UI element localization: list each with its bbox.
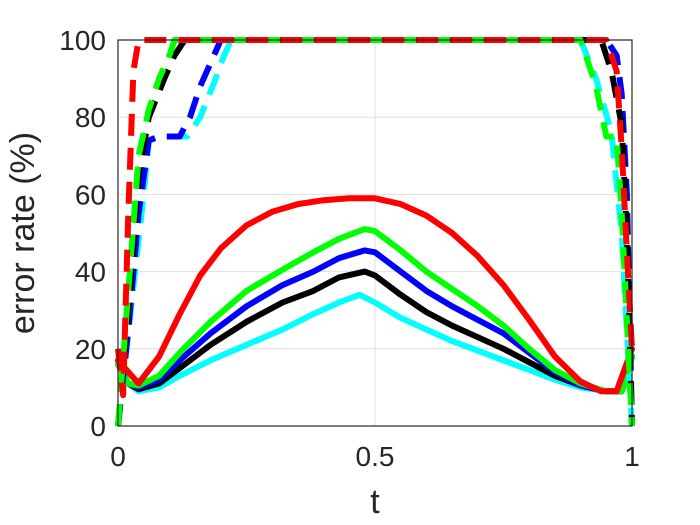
y-tick-label-4: 80 [75,102,106,133]
y-tick-label-1: 20 [75,334,106,365]
y-tick-label-0: 0 [90,411,106,442]
series-line-8-dashed [115,37,635,427]
series-line-4-solid [115,195,635,395]
x-axis-label: t [370,483,380,521]
y-tick-label-3: 60 [75,179,106,210]
y-tick-label-5: 100 [59,25,106,56]
x-tick-label-0: 0 [110,441,126,472]
x-tick-label-2: 1 [624,441,640,472]
tick-labels: 0 0.5 1 0 20 40 60 80 100 [59,25,640,472]
series-line-3-solid [115,226,635,395]
x-tick-label-1: 0.5 [356,441,395,472]
y-axis-label: error rate (%) [4,132,42,334]
series-line-6-dashed [115,37,635,427]
series-line-0-solid [115,291,635,395]
axes-box [117,39,633,427]
y-tick-label-2: 40 [75,257,106,288]
